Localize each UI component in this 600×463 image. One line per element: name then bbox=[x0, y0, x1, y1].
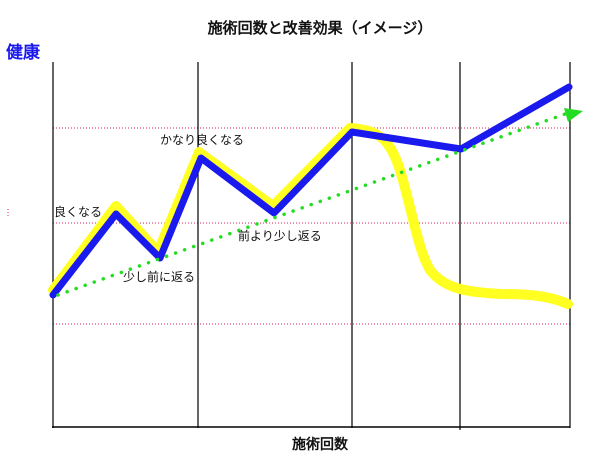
annotation-less-return: 前より少し返る bbox=[238, 229, 322, 243]
trend-arrow-icon bbox=[564, 108, 583, 122]
series-continue-line bbox=[49, 83, 573, 299]
x-axis-label: 施術回数 bbox=[292, 437, 348, 453]
annotation-slight-return: 少し前に返る bbox=[123, 270, 196, 284]
horizontal-gridlines bbox=[53, 127, 570, 325]
annotation-improve: 良くなる bbox=[54, 205, 103, 219]
y-axis-label: 健康 bbox=[6, 43, 40, 63]
chart-title: 施術回数と改善効果（イメージ） bbox=[207, 19, 433, 37]
vertical-gridlines bbox=[52, 62, 571, 430]
annotation-much-better: かなり良くなる bbox=[160, 133, 245, 147]
trend-line bbox=[56, 112, 567, 297]
